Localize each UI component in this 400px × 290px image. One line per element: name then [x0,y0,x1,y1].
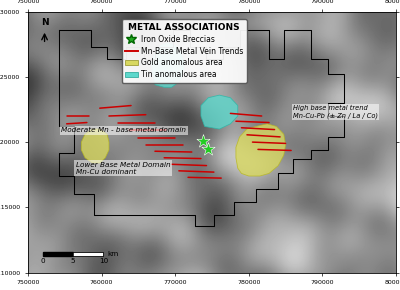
Polygon shape [201,95,238,129]
Text: 10: 10 [99,258,108,264]
Text: 5: 5 [71,258,75,264]
Polygon shape [151,43,184,87]
Text: Lower Base Metal Domain
Mn-Cu dominant: Lower Base Metal Domain Mn-Cu dominant [76,162,170,175]
Point [200,139,206,143]
Bar [43,252,104,256]
Polygon shape [81,129,109,163]
Point [205,146,212,151]
Polygon shape [236,124,286,176]
Text: km: km [107,251,118,257]
Bar [73,252,104,256]
Bar [43,252,73,256]
Legend: Iron Oxide Breccias, Mn-Base Metal Vein Trends, Gold anomalous area, Tin anomalo: Iron Oxide Breccias, Mn-Base Metal Vein … [122,19,247,83]
Text: High base metal trend
Mn-Cu-Pb (± Zn / La / Co): High base metal trend Mn-Cu-Pb (± Zn / L… [293,105,378,119]
Text: N: N [41,18,48,27]
Text: 0: 0 [40,258,45,264]
Text: Moderate Mn - base metal domain: Moderate Mn - base metal domain [61,127,186,133]
